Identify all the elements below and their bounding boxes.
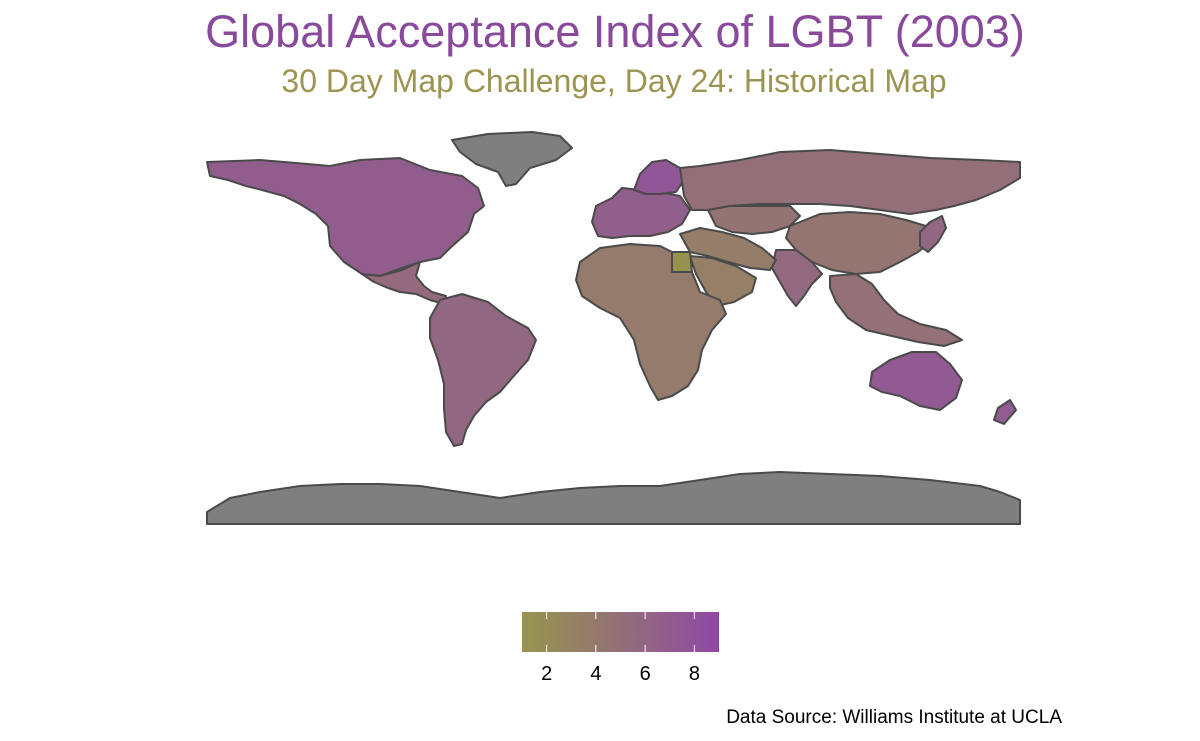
- legend-gradient: [522, 612, 719, 652]
- region-india: [771, 249, 823, 307]
- region-scandinavia: [633, 159, 685, 195]
- region-antarctica: [206, 471, 1021, 525]
- region-north-america: [206, 157, 485, 277]
- region-southeast-asia: [829, 273, 963, 347]
- region-central-asia: [707, 205, 801, 235]
- region-middle-east: [679, 227, 777, 271]
- map-title: Global Acceptance Index of LGBT (2003): [205, 6, 1025, 57]
- region-europe: [591, 187, 691, 239]
- region-egypt: [669, 251, 693, 273]
- region-central-america: [361, 261, 447, 305]
- data-source: Data Source: Williams Institute at UCLA: [726, 707, 1062, 728]
- legend-tick-label: 8: [688, 663, 700, 685]
- region-south-america: [429, 293, 537, 447]
- legend-tick-label: 4: [590, 663, 602, 685]
- legend-tick-label: 2: [541, 663, 553, 685]
- legend-tick-label: 6: [639, 663, 651, 685]
- region-new-zealand: [993, 399, 1017, 425]
- map-subtitle: 30 Day Map Challenge, Day 24: Historical…: [281, 63, 947, 99]
- region-arabia: [689, 255, 757, 307]
- region-australia: [869, 351, 963, 411]
- region-russia: [679, 149, 1021, 215]
- region-africa: [575, 243, 727, 401]
- region-japan: [919, 215, 947, 253]
- region-greenland: [451, 131, 573, 187]
- legend-colorbar: [522, 612, 719, 652]
